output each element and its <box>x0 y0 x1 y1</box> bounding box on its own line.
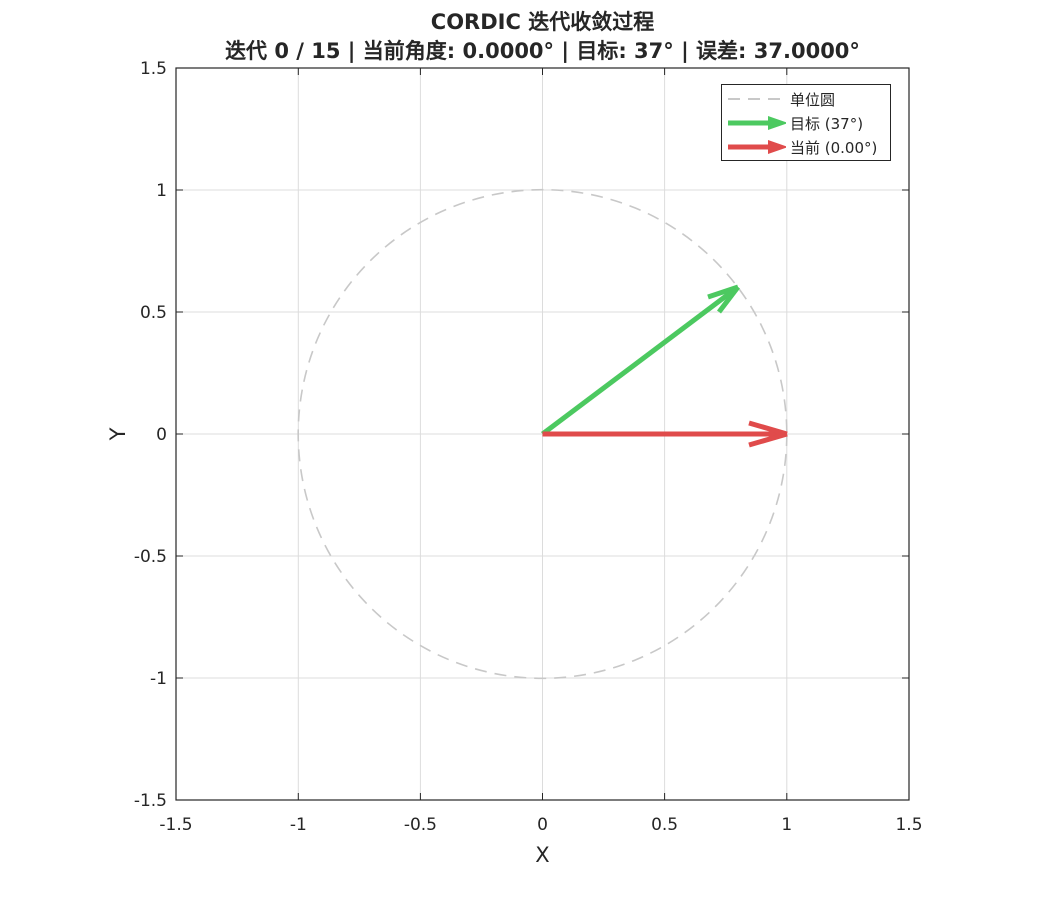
x-tick-label: 1.5 <box>895 815 922 835</box>
x-axis-label: X <box>535 843 549 867</box>
y-axis-label: Y <box>106 427 130 441</box>
y-tick-label: -0.5 <box>134 547 167 567</box>
legend-item-target: 目标 (37°) <box>722 111 863 135</box>
y-tick-label: -1 <box>150 669 167 689</box>
y-tick-label: -1.5 <box>134 791 167 811</box>
y-tick-labels: 1.5 1 0.5 0 -0.5 -1 -1.5 <box>134 59 167 811</box>
x-tick-label: 0 <box>537 815 548 835</box>
tick-marks <box>176 68 909 800</box>
legend-label: 单位圆 <box>790 90 836 109</box>
y-tick-label: 1 <box>156 181 167 201</box>
y-tick-label: 0 <box>156 425 167 445</box>
x-tick-label: 0.5 <box>651 815 678 835</box>
red-arrow-icon <box>728 140 786 154</box>
y-tick-label: 1.5 <box>140 59 167 79</box>
legend-item-current: 当前 (0.00°) <box>722 135 877 159</box>
legend-item-unit-circle: 单位圆 <box>722 87 835 111</box>
green-arrow-icon <box>728 116 786 130</box>
chart-subtitle: 迭代 0 / 15 | 当前角度: 0.0000° | 目标: 37° | 误差… <box>225 39 860 63</box>
legend-label: 当前 (0.00°) <box>790 138 878 157</box>
legend-label: 目标 (37°) <box>790 114 864 133</box>
target-arrow <box>540 284 740 436</box>
dashed-line-icon <box>728 98 784 100</box>
x-tick-label: -1.5 <box>159 815 192 835</box>
x-tick-label: -0.5 <box>404 815 437 835</box>
x-tick-labels: -1.5 -1 -0.5 0 0.5 1 1.5 <box>159 815 922 835</box>
y-tick-label: 0.5 <box>140 303 167 323</box>
current-arrow <box>542 420 788 448</box>
x-tick-label: 1 <box>781 815 792 835</box>
x-tick-label: -1 <box>290 815 307 835</box>
legend: 单位圆 目标 (37°) 当前 (0.00°) <box>721 84 891 161</box>
chart-title: CORDIC 迭代收敛过程 <box>430 10 655 34</box>
